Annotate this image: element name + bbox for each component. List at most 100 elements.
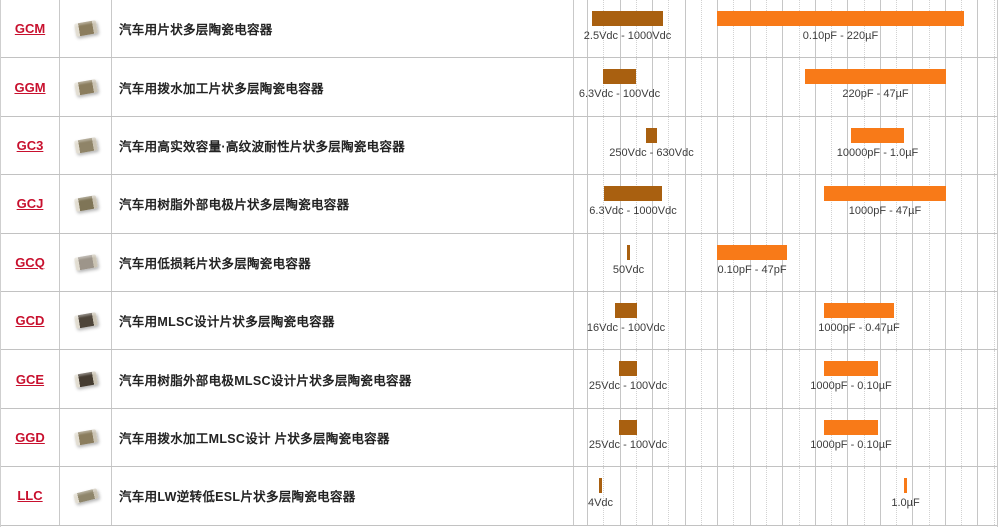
description-cell: 汽车用拨水加工MLSC设计 片状多层陶瓷电容器 [112, 408, 574, 467]
voltage-range-label: 50Vdc [612, 263, 645, 276]
product-description: 汽车用低损耗片状多层陶瓷电容器 [119, 256, 312, 271]
product-description: 汽车用高实效容量·高纹波耐性片状多层陶瓷电容器 [119, 139, 406, 154]
voltage-range-label: 16Vdc - 100Vdc [586, 321, 666, 334]
capacitor-chip-image [73, 312, 98, 329]
image-cell [60, 58, 112, 116]
product-description: 汽车用树脂外部电极片状多层陶瓷电容器 [119, 198, 350, 213]
table-row: GGM 汽车用拨水加工片状多层陶瓷电容器 6.3Vdc - 100Vdc 220… [1, 58, 997, 117]
capacitance-range-label: 1.0µF [891, 497, 920, 510]
voltage-range-bar [599, 478, 602, 494]
voltage-range-bar [592, 11, 663, 26]
range-chart-cell: 6.3Vdc - 1000Vdc 1000pF - 47µF [574, 175, 997, 233]
capacitor-chip-image [73, 429, 98, 446]
description-cell: 汽车用低损耗片状多层陶瓷电容器 [112, 233, 574, 291]
capacitance-range-bar [824, 361, 878, 377]
capacitor-chip-image [73, 370, 98, 388]
capacitor-chip-image [72, 488, 99, 504]
image-cell [60, 408, 112, 467]
voltage-range-label: 2.5Vdc - 1000Vdc [583, 30, 672, 42]
description-cell: 汽车用LW逆转低ESL片状多层陶瓷电容器 [112, 467, 574, 525]
capacitor-chip-image [73, 78, 98, 96]
range-chart-cell: 25Vdc - 100Vdc 1000pF - 0.10µF [574, 350, 997, 408]
description-cell: 汽车用拨水加工片状多层陶瓷电容器 [112, 58, 574, 116]
description-cell: 汽车用片状多层陶瓷电容器 [112, 0, 574, 58]
series-link[interactable]: GGM [14, 79, 46, 95]
table-row: GCQ 汽车用低损耗片状多层陶瓷电容器 50Vdc 0.10pF - 47pF [1, 233, 997, 292]
voltage-range-bar [603, 69, 636, 85]
product-description: 汽车用拨水加工片状多层陶瓷电容器 [119, 81, 324, 96]
range-chart-cell: 2.5Vdc - 1000Vdc 0.10pF - 220µF [574, 0, 997, 58]
capacitance-range-label: 10000pF - 1.0µF [836, 146, 919, 159]
voltage-range-bar [615, 302, 637, 318]
capacitance-range-label: 1000pF - 0.10µF [810, 380, 892, 393]
voltage-range-bar [627, 244, 630, 260]
capacitance-range-bar [717, 244, 787, 260]
product-description: 汽车用拨水加工MLSC设计 片状多层陶瓷电容器 [119, 431, 390, 446]
range-chart-cell: 50Vdc 0.10pF - 47pF [574, 233, 997, 291]
capacitance-range-label: 1000pF - 0.10µF [810, 438, 892, 451]
capacitance-range-bar [824, 419, 878, 435]
series-link[interactable]: GCJ [16, 196, 44, 212]
capacitor-chip-image [73, 253, 98, 271]
description-cell: 汽车用MLSC设计片状多层陶瓷电容器 [112, 291, 574, 350]
range-chart-cell: 4Vdc 1.0µF [574, 467, 997, 525]
capacitance-range-bar [717, 11, 964, 26]
capacitance-range-label: 0.10pF - 220µF [802, 30, 879, 42]
series-cell: GC3 [1, 116, 60, 175]
voltage-range-label: 6.3Vdc - 100Vdc [578, 88, 661, 101]
table-row: GC3 汽车用高实效容量·高纹波耐性片状多层陶瓷电容器 250Vdc - 630… [1, 116, 997, 176]
capacitance-range-bar [805, 69, 946, 85]
capacitance-range-bar [904, 478, 907, 494]
series-link[interactable]: GCQ [15, 254, 45, 270]
voltage-range-label: 6.3Vdc - 1000Vdc [589, 205, 677, 218]
series-cell: GCD [1, 291, 60, 350]
table-row: GCD 汽车用MLSC设计片状多层陶瓷电容器 16Vdc - 100Vdc 10… [1, 291, 997, 351]
image-cell [60, 116, 112, 175]
series-link[interactable]: GCE [15, 371, 45, 387]
image-cell [60, 467, 112, 525]
capacitance-range-label: 1000pF - 0.47µF [818, 321, 900, 334]
series-cell: GGM [1, 58, 60, 116]
table-row: GCJ 汽车用树脂外部电极片状多层陶瓷电容器 6.3Vdc - 1000Vdc … [1, 175, 997, 234]
series-cell: GCQ [1, 233, 60, 291]
voltage-range-bar [619, 361, 637, 377]
series-link[interactable]: GGD [15, 429, 45, 445]
series-cell: GCM [1, 0, 60, 58]
capacitance-range-label: 1000pF - 47µF [848, 205, 922, 218]
series-link[interactable]: GCM [14, 21, 46, 37]
capacitance-range-label: 0.10pF - 47pF [717, 263, 787, 276]
description-cell: 汽车用高实效容量·高纹波耐性片状多层陶瓷电容器 [112, 116, 574, 175]
product-description: 汽车用树脂外部电极MLSC设计片状多层陶瓷电容器 [119, 373, 412, 388]
voltage-range-bar [646, 127, 657, 143]
image-cell [60, 350, 112, 408]
series-cell: GCJ [1, 175, 60, 233]
range-chart-cell: 6.3Vdc - 100Vdc 220pF - 47µF [574, 58, 997, 116]
series-link[interactable]: LLC [17, 488, 43, 504]
image-cell [60, 175, 112, 233]
series-cell: LLC [1, 467, 60, 525]
series-cell: GGD [1, 408, 60, 467]
capacitor-chip-image [73, 20, 98, 37]
voltage-range-label: 25Vdc - 100Vdc [588, 380, 668, 393]
series-link[interactable]: GCD [15, 313, 45, 329]
series-link[interactable]: GC3 [16, 137, 44, 153]
range-chart-cell: 250Vdc - 630Vdc 10000pF - 1.0µF [574, 116, 997, 175]
capacitance-range-bar [851, 127, 904, 143]
product-description: 汽车用LW逆转低ESL片状多层陶瓷电容器 [119, 490, 356, 505]
capacitor-chip-image [73, 195, 98, 213]
description-cell: 汽车用树脂外部电极MLSC设计片状多层陶瓷电容器 [112, 350, 574, 408]
voltage-range-bar [604, 186, 662, 202]
voltage-range-bar [619, 419, 637, 435]
voltage-range-label: 250Vdc - 630Vdc [609, 146, 694, 159]
table-row: GCM 汽车用片状多层陶瓷电容器 2.5Vdc - 1000Vdc 0.10pF… [1, 0, 997, 59]
product-description: 汽车用MLSC设计片状多层陶瓷电容器 [119, 315, 335, 330]
voltage-range-label: 25Vdc - 100Vdc [588, 438, 668, 451]
table-row: LLC 汽车用LW逆转低ESL片状多层陶瓷电容器 4Vdc 1.0µF [1, 467, 997, 526]
image-cell [60, 233, 112, 291]
capacitance-range-bar [824, 302, 894, 318]
description-cell: 汽车用树脂外部电极片状多层陶瓷电容器 [112, 175, 574, 233]
range-chart-cell: 16Vdc - 100Vdc 1000pF - 0.47µF [574, 291, 997, 350]
voltage-range-label: 4Vdc [587, 497, 614, 510]
range-chart-cell: 25Vdc - 100Vdc 1000pF - 0.10µF [574, 408, 997, 467]
